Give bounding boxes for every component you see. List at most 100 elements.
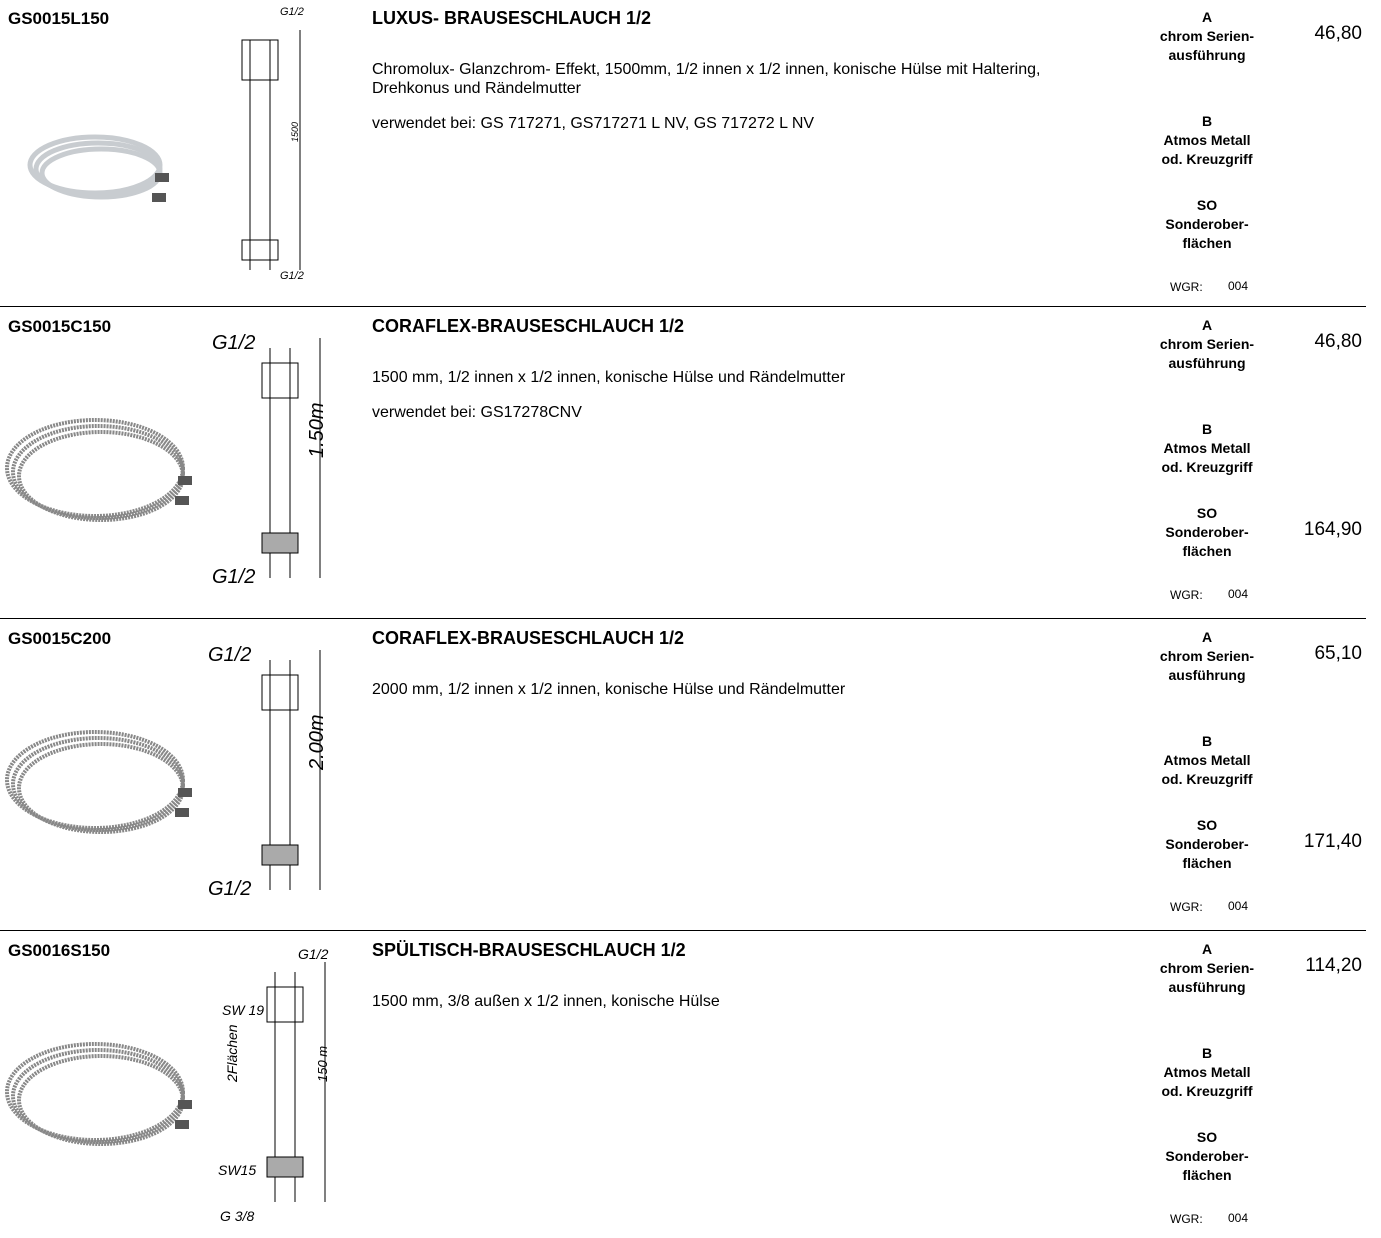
option: SO Sonderober-flächen [1147,1128,1267,1185]
drawing-label: SW 19 [222,1002,265,1018]
drawing-label: G1/2 [280,270,304,282]
option-text: od. Kreuzgriff [1161,459,1253,475]
option-text: A [1201,317,1213,333]
paragraph: 1500 mm, 3/8 außen x 1/2 innen, konische… [372,993,720,1010]
option-text: od. Kreuzgriff [1161,771,1253,787]
option-text: flächen [1182,235,1232,251]
price: 46,80 [1314,331,1362,352]
drawing-label: G1/2 [280,6,304,18]
wgr-label: WGR: [1170,900,1203,914]
option-text: A [1201,9,1213,25]
paragraph: verwendet bei: GS17278CNV [372,404,582,421]
option-text: B [1201,113,1213,129]
product-title: CORAFLEX-BRAUSESCHLAUCH 1/2 [372,316,685,336]
drawing-label: G1/2 [208,878,252,900]
option-text: A [1201,941,1213,957]
option-text: od. Kreuzgriff [1161,151,1253,167]
price: 114,20 [1305,955,1362,976]
product-image [5,650,321,890]
option-text: B [1201,1045,1213,1061]
drawing-label: G1/2 [208,644,252,666]
option-text: Sonderober- [1165,216,1249,232]
option: SO Sonderober-flächen [1147,196,1267,253]
option-text: ausführung [1168,979,1246,995]
product-title: SPÜLTISCH-BRAUSESCHLAUCH 1/2 [372,940,686,960]
option-text: chrom Serien- [1159,28,1255,44]
option: SO Sonderober-flächen [1147,816,1267,873]
option-text: SO [1196,197,1218,213]
option-text: Atmos Metall [1163,132,1251,148]
product-image [5,962,326,1202]
product-code: GS0016S150 [8,941,111,960]
paragraph: verwendet bei: GS 717271, GS717271 L NV,… [372,115,815,132]
product-image [5,338,321,578]
wgr-label: WGR: [1170,588,1203,602]
option-text: B [1201,421,1213,437]
wgr-value: 004 [1228,279,1249,293]
option-text: Sonderober- [1165,836,1249,852]
price: 65,10 [1314,643,1362,664]
drawing-label: SW15 [218,1162,257,1178]
option-text: Atmos Metall [1163,1064,1251,1080]
wgr-value: 004 [1228,899,1249,913]
option: B Atmos Metall od. Kreuzgriff [1147,112,1267,169]
drawing-label: 2.00m [306,714,328,770]
description: 2000 mm, 1/2 innen x 1/2 innen, konische… [372,680,1092,715]
wgr-label: WGR: [1170,280,1203,294]
option-text: flächen [1182,543,1232,559]
drawing-label: 1500 [290,121,300,142]
product-code: GS0015C200 [8,629,112,648]
option-text: ausführung [1168,47,1246,63]
paragraph: 1500 mm, 1/2 innen x 1/2 innen, konische… [372,369,846,386]
drawing-label: 150 m [315,1045,330,1082]
option-text: Atmos Metall [1163,440,1251,456]
option: SO Sonderober-flächen [1147,504,1267,561]
product-image [27,30,301,270]
description: Chromolux- Glanzchrom- Effekt, 1500mm, 1… [372,60,1092,149]
product-title: CORAFLEX-BRAUSESCHLAUCH 1/2 [372,628,685,648]
option-text: flächen [1182,1167,1232,1183]
wgr-label: WGR: [1170,1212,1203,1226]
option-text: chrom Serien- [1159,648,1255,664]
drawing-label: G1/2 [212,566,256,588]
drawing-label: G1/2 [212,332,256,354]
option-text: Sonderober- [1165,524,1249,540]
drawing-label: G1/2 [298,946,329,962]
option-text: A [1201,629,1213,645]
option: B Atmos Metall od. Kreuzgriff [1147,1044,1267,1101]
product-title: LUXUS- BRAUSESCHLAUCH 1/2 [372,8,652,28]
product-code: GS0015C150 [8,317,112,336]
price: 171,40 [1303,831,1362,852]
option-text: od. Kreuzgriff [1161,1083,1253,1099]
wgr-value: 004 [1228,587,1249,601]
description: 1500 mm, 3/8 außen x 1/2 innen, konische… [372,992,1092,1027]
drawing-label: G 3/8 [220,1208,255,1224]
option-text: ausführung [1168,667,1246,683]
option-text: B [1201,733,1213,749]
price: 164,90 [1303,519,1362,540]
paragraph: Chromolux- Glanzchrom- Effekt, 1500mm, 1… [372,61,1041,97]
separator [0,930,1366,931]
option-text: SO [1196,505,1218,521]
option-text: SO [1196,817,1218,833]
paragraph: 2000 mm, 1/2 innen x 1/2 innen, konische… [372,681,846,698]
option-text: flächen [1182,855,1232,871]
option-text: SO [1196,1129,1218,1145]
wgr-value: 004 [1228,1211,1249,1225]
option: B Atmos Metall od. Kreuzgriff [1147,732,1267,789]
drawing-label: 2Flächen [224,1024,240,1082]
option-text: ausführung [1168,355,1246,371]
drawing-label: 1.50m [306,402,328,458]
separator [0,306,1366,307]
separator [0,618,1366,619]
option: B Atmos Metall od. Kreuzgriff [1147,420,1267,477]
option-text: Sonderober- [1165,1148,1249,1164]
product-code: GS0015L150 [8,9,110,28]
option-text: Atmos Metall [1163,752,1251,768]
description: 1500 mm, 1/2 innen x 1/2 innen, konische… [372,368,1092,438]
option-text: chrom Serien- [1159,336,1255,352]
